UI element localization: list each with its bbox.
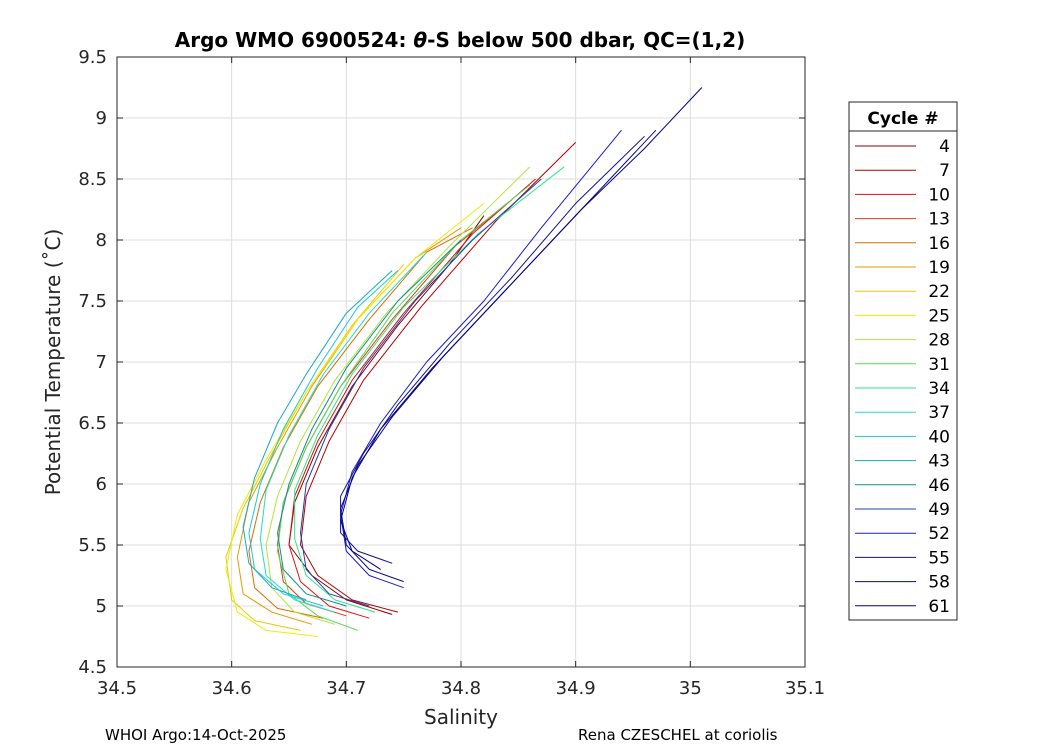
x-tick-label: 34.8 (441, 678, 481, 699)
x-tick-label: 35 (679, 678, 702, 699)
legend-label-43: 43 (928, 452, 950, 472)
series-line-cycle-49 (300, 178, 542, 607)
legend-label-13: 13 (928, 210, 950, 230)
x-tick-label: 34.9 (556, 678, 596, 699)
legend-label-37: 37 (928, 403, 950, 423)
series-line-cycle-37 (259, 251, 427, 613)
legend-label-28: 28 (928, 331, 950, 351)
legend-label-46: 46 (928, 476, 950, 496)
legend-label-52: 52 (928, 524, 950, 544)
legend: Cycle # 4 7 10 13 16 19 22 25 28 31 34 37 40 43 46 49 52… (848, 101, 958, 621)
legend-label-19: 19 (928, 258, 950, 278)
x-tick-label: 34.5 (97, 678, 137, 699)
y-tick-label: 6.5 (78, 413, 107, 434)
y-axis-ticks: 4.5 5 5.5 6 6.5 7 7.5 8 8.5 9 9.5 (78, 47, 805, 678)
x-axis-ticks: 34.5 34.6 34.7 34.8 34.9 35 35.1 (97, 57, 825, 699)
legend-label-10: 10 (928, 185, 950, 205)
series-line-cycle-22 (225, 264, 405, 631)
series-line-cycle-28 (265, 166, 531, 625)
y-tick-label: 4.5 (78, 657, 107, 678)
x-axis-label: Salinity (424, 705, 498, 729)
legend-label-22: 22 (928, 282, 950, 302)
series-line-cycle-25 (225, 203, 485, 637)
y-tick-label: 5 (96, 596, 107, 617)
series-line-cycle-46 (277, 239, 462, 607)
x-tick-label: 35.1 (785, 678, 825, 699)
legend-label-55: 55 (928, 548, 950, 568)
x-tick-label: 34.7 (326, 678, 366, 699)
y-tick-label: 9.5 (78, 47, 107, 68)
series-line-cycle-52 (340, 129, 622, 589)
y-tick-label: 8 (96, 230, 107, 251)
y-tick-label: 9 (96, 108, 107, 129)
chart-title: Argo WMO 6900524: θ-S below 500 dbar, QC… (175, 28, 745, 52)
footer-right: Rena CZESCHEL at coriolis (578, 726, 778, 744)
series-line-cycle-40 (248, 270, 399, 607)
series-layer (225, 87, 703, 637)
y-tick-label: 7 (96, 352, 107, 373)
footer-left: WHOI Argo:14-Oct-2025 (105, 726, 287, 744)
legend-label-16: 16 (928, 234, 950, 254)
y-tick-label: 5.5 (78, 535, 107, 556)
series-line-cycle-61 (340, 87, 703, 570)
legend-items: 4 7 10 13 16 19 22 25 28 31 34 37 40 43 46 49 52 55 58 61 (855, 137, 950, 617)
legend-label-40: 40 (928, 427, 950, 447)
series-line-cycle-4 (288, 215, 485, 615)
legend-label-61: 61 (928, 597, 950, 617)
series-line-cycle-31 (277, 184, 531, 631)
y-tick-label: 7.5 (78, 291, 107, 312)
legend-label-49: 49 (928, 500, 950, 520)
legend-label-34: 34 (928, 379, 950, 399)
y-tick-label: 8.5 (78, 169, 107, 190)
legend-label-7: 7 (939, 161, 950, 181)
legend-label-58: 58 (928, 573, 950, 593)
series-line-cycle-7 (300, 142, 577, 613)
series-line-cycle-34 (294, 166, 565, 613)
legend-title: Cycle # (867, 109, 938, 129)
y-tick-label: 6 (96, 474, 107, 495)
legend-label-4: 4 (939, 137, 950, 157)
y-axis-label: Potential Temperature (˚C) (41, 229, 65, 496)
series-line-cycle-16 (248, 227, 473, 619)
x-tick-label: 34.6 (212, 678, 252, 699)
legend-label-25: 25 (928, 306, 950, 326)
series-line-cycle-43 (242, 270, 393, 601)
legend-label-31: 31 (928, 355, 950, 375)
